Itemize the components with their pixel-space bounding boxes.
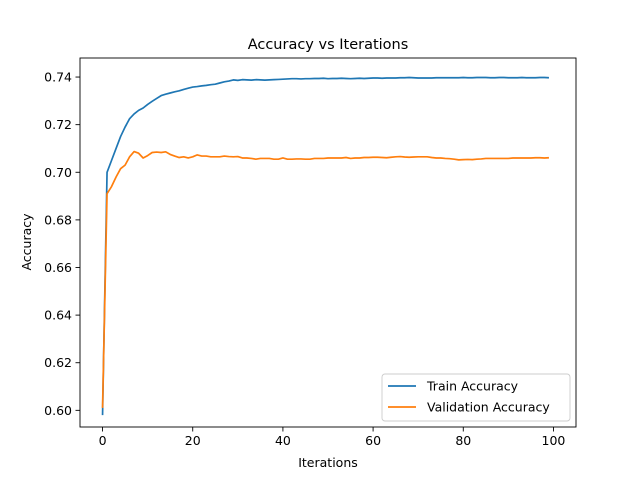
legend-label-train: Train Accuracy [426, 379, 519, 394]
x-axis: 0 20 40 60 80 100 [99, 427, 566, 448]
y-tick-label: 0.74 [44, 70, 72, 85]
legend-label-validation: Validation Accuracy [427, 400, 550, 415]
y-tick-label: 0.60 [44, 403, 72, 418]
y-axis-label: Accuracy [19, 213, 34, 271]
x-tick-label: 40 [275, 433, 291, 448]
y-tick-label: 0.72 [44, 117, 72, 132]
x-tick-label: 80 [455, 433, 471, 448]
x-tick-label: 20 [185, 433, 201, 448]
legend: Train Accuracy Validation Accuracy [381, 373, 571, 422]
series-line-train-accuracy [101, 76, 549, 416]
y-tick-label: 0.64 [44, 308, 72, 323]
series-lines [101, 76, 549, 416]
y-tick-label: 0.62 [44, 355, 72, 370]
series-line-validation-accuracy [101, 150, 549, 408]
y-axis: 0.60 0.62 0.64 0.66 0.68 0.70 0.72 0.74 [44, 70, 80, 418]
x-axis-label: Iterations [298, 455, 358, 470]
chart-title: Accuracy vs Iterations [248, 37, 409, 53]
y-tick-label: 0.68 [44, 212, 72, 227]
legend-box [381, 373, 571, 422]
plot-area [79, 57, 577, 428]
axes-frame [79, 57, 577, 428]
x-tick-label: 100 [542, 433, 566, 448]
x-tick-label: 0 [99, 433, 107, 448]
x-tick-label: 60 [365, 433, 381, 448]
y-tick-label: 0.70 [44, 165, 72, 180]
y-tick-label: 0.66 [44, 260, 72, 275]
